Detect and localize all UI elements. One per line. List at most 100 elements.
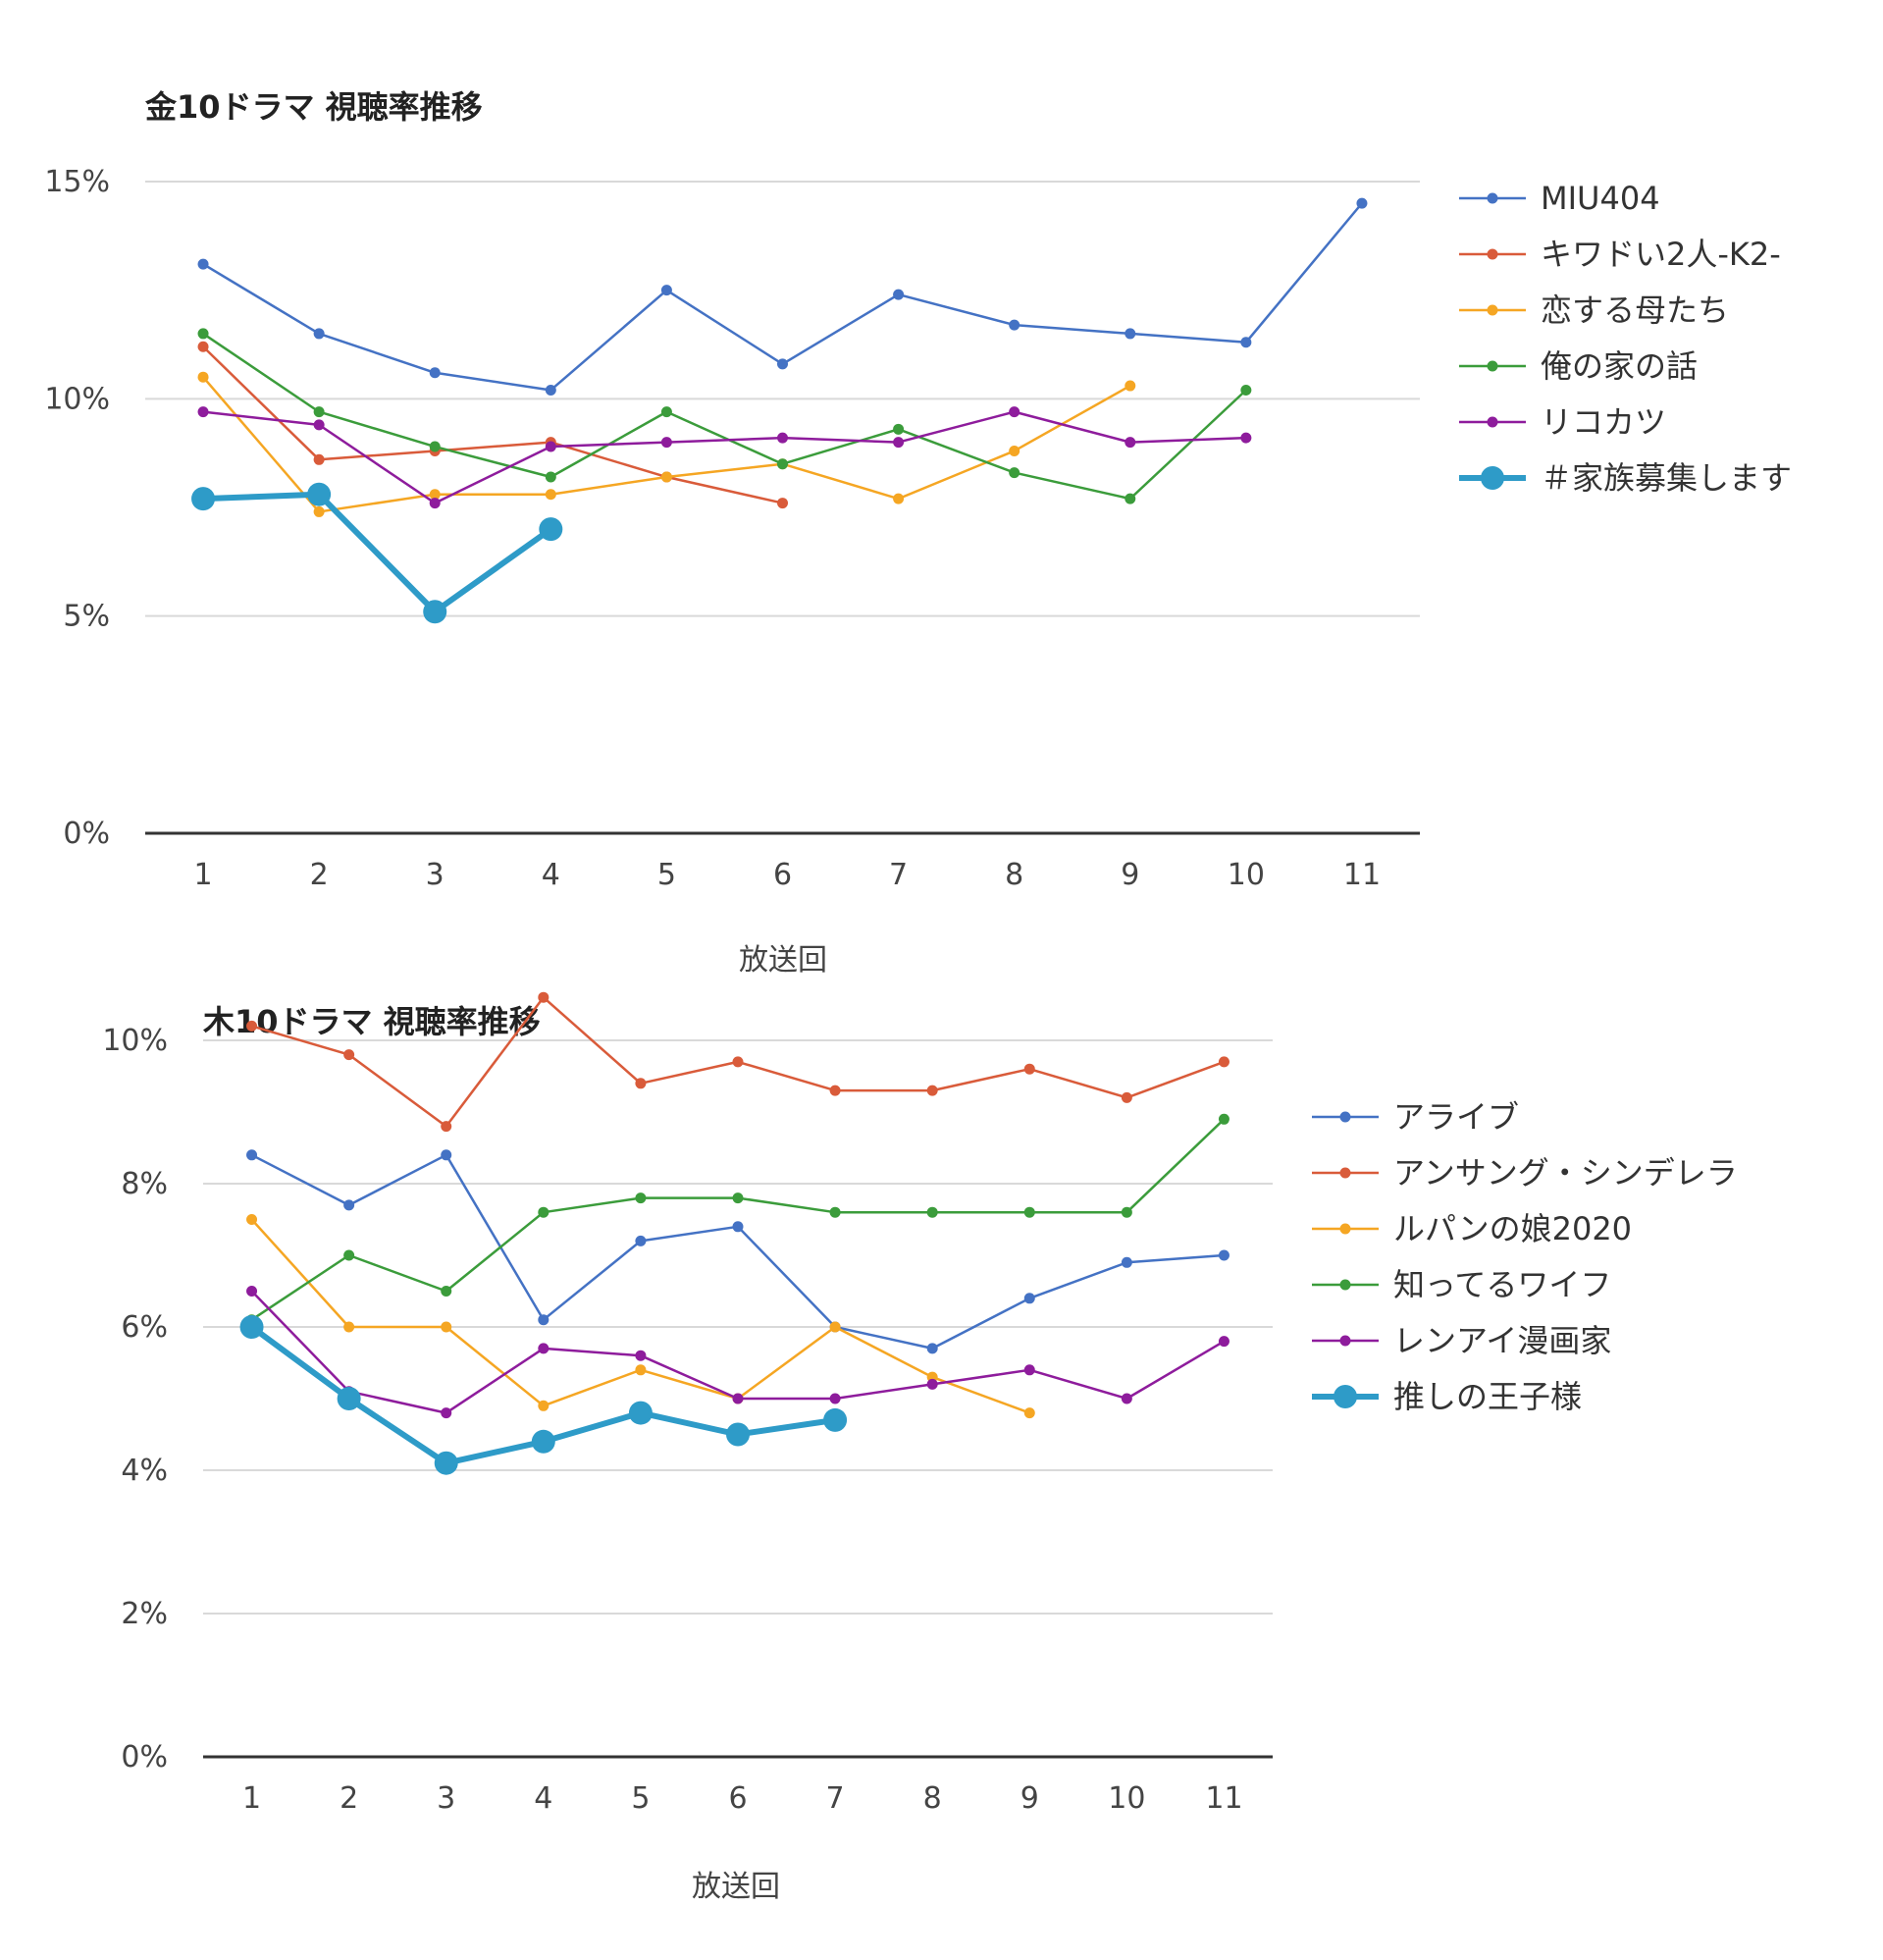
series-line <box>202 345 783 504</box>
x-tick-label: 8 <box>923 1781 942 1816</box>
legend-label: レンアイ漫画家 <box>1393 1322 1611 1359</box>
data-point <box>538 1400 549 1411</box>
legend-entry: ルパンの娘2020 <box>1312 1210 1632 1247</box>
data-point <box>1125 328 1136 340</box>
data-point <box>441 1121 452 1133</box>
data-point <box>635 1078 647 1089</box>
data-point <box>1121 1393 1132 1404</box>
data-point <box>777 358 788 370</box>
legend-entry: リコカツ <box>1459 403 1666 441</box>
data-point <box>1009 319 1020 331</box>
x-tick-label: 7 <box>826 1781 845 1816</box>
data-point <box>538 991 549 1003</box>
data-point <box>246 1286 258 1297</box>
legend-swatch-marker <box>1339 1111 1351 1123</box>
series-3 <box>197 371 1136 517</box>
x-tick-label: 6 <box>773 858 792 892</box>
data-point <box>628 1401 653 1425</box>
data-point <box>1121 1206 1132 1218</box>
data-point <box>1218 1249 1229 1261</box>
data-point <box>538 1206 549 1218</box>
data-point <box>660 437 672 449</box>
series-1 <box>246 1149 1229 1354</box>
data-point <box>545 471 556 483</box>
legend-swatch-marker <box>1487 360 1498 372</box>
data-point <box>726 1422 750 1447</box>
data-point <box>343 1249 355 1261</box>
data-point <box>1009 445 1020 456</box>
data-point <box>1009 467 1020 479</box>
data-point <box>660 406 672 418</box>
data-point <box>545 489 556 501</box>
chart-title: 木10ドラマ 視聴率推移 <box>202 1003 541 1040</box>
series-6 <box>191 482 563 624</box>
data-point <box>1125 493 1136 504</box>
series-2 <box>246 991 1229 1133</box>
legend-entry: 俺の家の話 <box>1459 347 1698 385</box>
data-point <box>1023 1364 1035 1376</box>
data-point <box>441 1149 452 1161</box>
legend-entry: レンアイ漫画家 <box>1312 1322 1611 1359</box>
data-point <box>829 1085 841 1096</box>
legend-label: アンサング・シンデレラ <box>1393 1154 1738 1192</box>
y-tick-label: 5% <box>63 600 110 634</box>
y-tick-label: 2% <box>121 1597 168 1631</box>
legend-label: MIU404 <box>1541 180 1660 217</box>
x-tick-label: 2 <box>310 858 329 892</box>
data-point <box>926 1085 938 1096</box>
data-point <box>307 482 332 506</box>
data-point <box>1023 1206 1035 1218</box>
x-tick-label: 1 <box>193 858 212 892</box>
data-point <box>539 517 563 542</box>
legend-entry: 知ってるワイフ <box>1312 1266 1611 1303</box>
x-tick-label: 6 <box>728 1781 747 1816</box>
data-point <box>829 1321 841 1333</box>
legend-entry: 推しの王子様 <box>1312 1378 1582 1415</box>
data-point <box>545 441 556 452</box>
x-tick-label: 10 <box>1108 1781 1145 1816</box>
data-point <box>829 1393 841 1404</box>
data-point <box>660 285 672 296</box>
data-point <box>337 1387 361 1410</box>
x-tick-label: 10 <box>1228 858 1265 892</box>
data-point <box>635 1364 647 1376</box>
legend-swatch-marker <box>1339 1223 1351 1235</box>
x-tick-label: 3 <box>426 858 445 892</box>
data-point <box>191 487 216 511</box>
legend-swatch-marker <box>1481 466 1504 490</box>
data-point <box>1240 384 1252 396</box>
legend-label: リコカツ <box>1541 403 1666 441</box>
data-point <box>429 441 441 452</box>
data-point <box>1240 432 1252 444</box>
x-tick-label: 9 <box>1121 858 1139 892</box>
x-tick-label: 11 <box>1343 858 1381 892</box>
legend-swatch-marker <box>1339 1335 1351 1347</box>
moku10-ratings-chart: 木10ドラマ 視聴率推移 0% 2% 4% 6% 8% 10% 1 2 3 4 5 6 7 8 9 10 11 放送… <box>102 991 1738 1904</box>
x-tick-label: 3 <box>437 1781 455 1816</box>
legend-swatch-marker <box>1339 1279 1351 1291</box>
x-tick-label: 7 <box>889 858 908 892</box>
data-point <box>1240 337 1252 348</box>
data-point <box>635 1235 647 1246</box>
data-point <box>197 341 209 352</box>
data-point <box>246 1214 258 1225</box>
data-point <box>1023 1407 1035 1419</box>
y-tick-label: 6% <box>121 1310 168 1345</box>
x-tick-label: 8 <box>1005 858 1023 892</box>
data-point <box>441 1407 452 1419</box>
data-point <box>823 1407 848 1432</box>
y-tick-label: 15% <box>44 165 110 199</box>
data-point <box>313 419 325 431</box>
data-point <box>197 406 209 418</box>
data-point <box>777 498 788 509</box>
data-point <box>660 471 672 483</box>
x-tick-label: 5 <box>631 1781 650 1816</box>
x-tick-label: 4 <box>534 1781 552 1816</box>
legend-entry: アンサング・シンデレラ <box>1312 1154 1738 1192</box>
legend-label: 推しの王子様 <box>1393 1378 1582 1415</box>
data-point <box>429 489 441 501</box>
series-4 <box>246 1113 1229 1326</box>
data-point <box>732 1192 744 1204</box>
data-point <box>893 423 905 435</box>
